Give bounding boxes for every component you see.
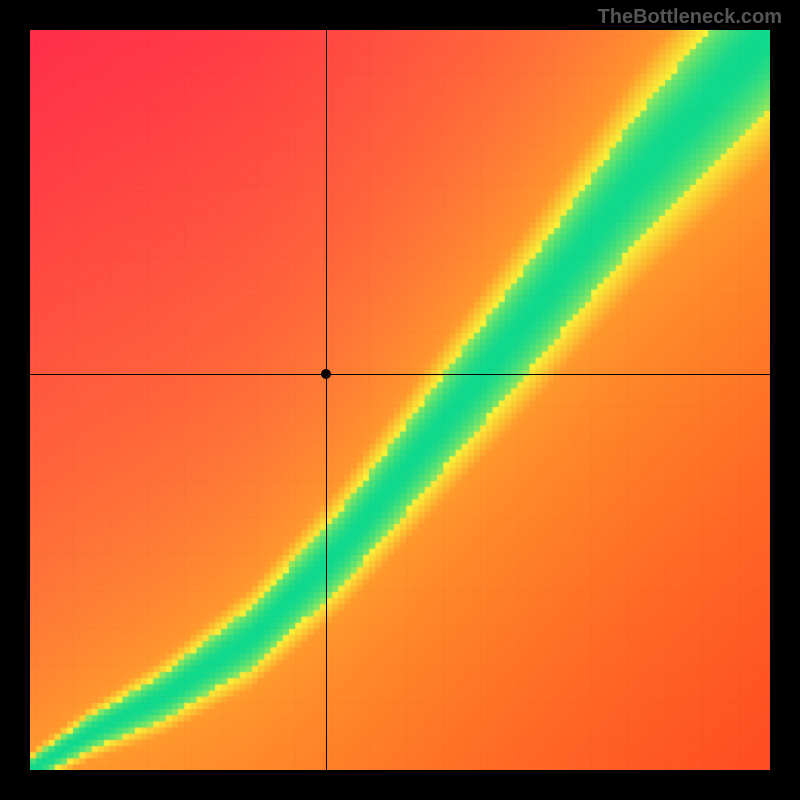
heatmap-canvas <box>30 30 770 770</box>
crosshair-vertical <box>326 30 327 770</box>
watermark-text: TheBottleneck.com <box>598 6 782 29</box>
crosshair-marker <box>321 369 331 379</box>
bottleneck-heatmap <box>30 30 770 770</box>
crosshair-horizontal <box>30 374 770 375</box>
